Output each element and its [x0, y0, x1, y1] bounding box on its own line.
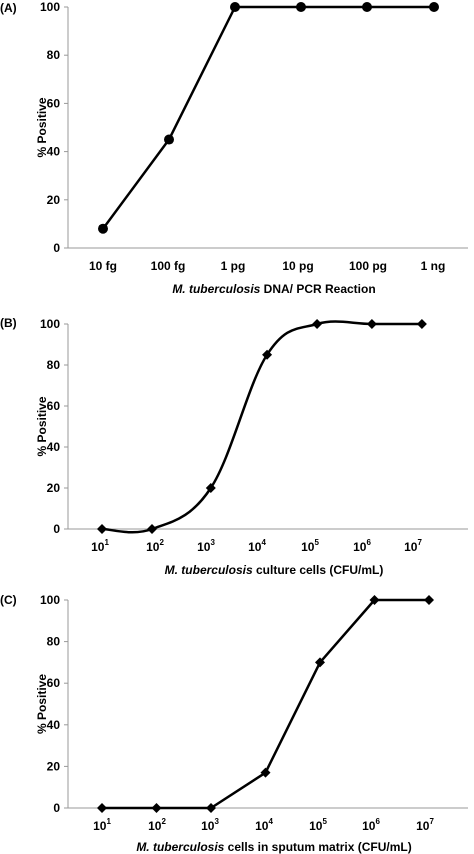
data-point [147, 524, 157, 534]
series-line [101, 5, 434, 230]
panel-1: (B) 0 20 40 60 80 100 % Positive 101 102 103 104 105… [0, 316, 468, 577]
panel-label: (C) [0, 593, 17, 607]
y-tick-label: 100 [40, 0, 60, 14]
x-tick-label: 104 [248, 538, 266, 554]
x-tick-label: 1 pg [221, 259, 246, 273]
data-point [315, 657, 325, 668]
x-tick-label: 106 [353, 538, 371, 554]
y-tick-label: 40 [47, 145, 61, 159]
x-axis-title: M. tuberculosis culture cells (CFU/mL) [165, 563, 384, 577]
data-point [230, 2, 240, 12]
data-point [424, 595, 434, 605]
x-tick-label: 102 [146, 538, 164, 554]
data-point [164, 134, 174, 145]
data-point [97, 524, 107, 534]
data-point [97, 803, 107, 813]
x-tick-label: 101 [93, 817, 111, 833]
x-tick-label: 105 [301, 538, 319, 554]
x-tick-label: 106 [362, 817, 380, 833]
series-line [101, 320, 422, 534]
x-tick-label: 105 [309, 817, 327, 833]
y-tick-label: 20 [47, 193, 61, 207]
y-tick-label: 100 [40, 593, 60, 607]
y-tick-label: 60 [47, 676, 61, 690]
data-point [151, 803, 162, 813]
y-tick-label: 20 [47, 759, 61, 773]
x-axis-title: M. tuberculosis DNA/ PCR Reaction [172, 282, 375, 296]
data-point [362, 2, 372, 12]
x-tick-label: 107 [416, 817, 434, 833]
y-tick-label: 80 [47, 635, 61, 649]
panel-0: (A) 0 20 40 60 80 100 % Positive 10 fg 100 fg 1 pg… [0, 0, 468, 296]
x-tick-label: 101 [91, 538, 109, 554]
data-point [262, 349, 273, 360]
y-axis-title: % Positive [35, 97, 49, 157]
x-tick-label: 104 [255, 817, 273, 833]
panel-2: (C) 0 20 40 60 80 100 % Positive 101 102 103 104 105… [0, 593, 468, 854]
panel-label: (B) [0, 316, 17, 330]
data-point [205, 483, 216, 493]
x-tick-label: 1 ng [421, 259, 446, 273]
y-axis-title: % Positive [35, 674, 49, 734]
y-tick-label: 40 [47, 440, 61, 454]
data-point [206, 803, 216, 813]
data-point [312, 319, 323, 329]
data-point [260, 767, 271, 778]
x-tick-label: 10 pg [282, 259, 313, 273]
data-point [98, 223, 108, 234]
x-tick-label: 102 [148, 817, 166, 833]
data-point [296, 2, 306, 12]
y-tick-label: 80 [47, 358, 61, 372]
data-point [416, 319, 427, 329]
x-tick-label: 100 fg [151, 259, 186, 273]
x-axis-title: M. tuberculosis cells in sputum matrix (… [136, 840, 411, 854]
y-tick-label: 20 [47, 481, 61, 495]
y-tick-label: 0 [53, 801, 60, 815]
panel-label: (A) [0, 1, 17, 15]
x-tick-label: 10 fg [89, 259, 117, 273]
y-tick-label: 40 [47, 718, 61, 732]
x-tick-label: 107 [404, 538, 422, 554]
y-tick-label: 0 [53, 522, 60, 536]
x-tick-label: 103 [197, 538, 215, 554]
y-tick-label: 60 [47, 399, 61, 413]
data-point [369, 595, 380, 605]
data-point [429, 2, 439, 12]
y-tick-label: 0 [53, 241, 60, 255]
y-tick-label: 100 [40, 317, 60, 331]
y-tick-label: 60 [47, 96, 61, 110]
x-tick-label: 103 [201, 817, 219, 833]
y-axis-title: % Positive [35, 396, 49, 456]
x-tick-label: 100 pg [349, 259, 387, 273]
y-tick-label: 80 [47, 48, 61, 62]
data-point [366, 319, 377, 329]
